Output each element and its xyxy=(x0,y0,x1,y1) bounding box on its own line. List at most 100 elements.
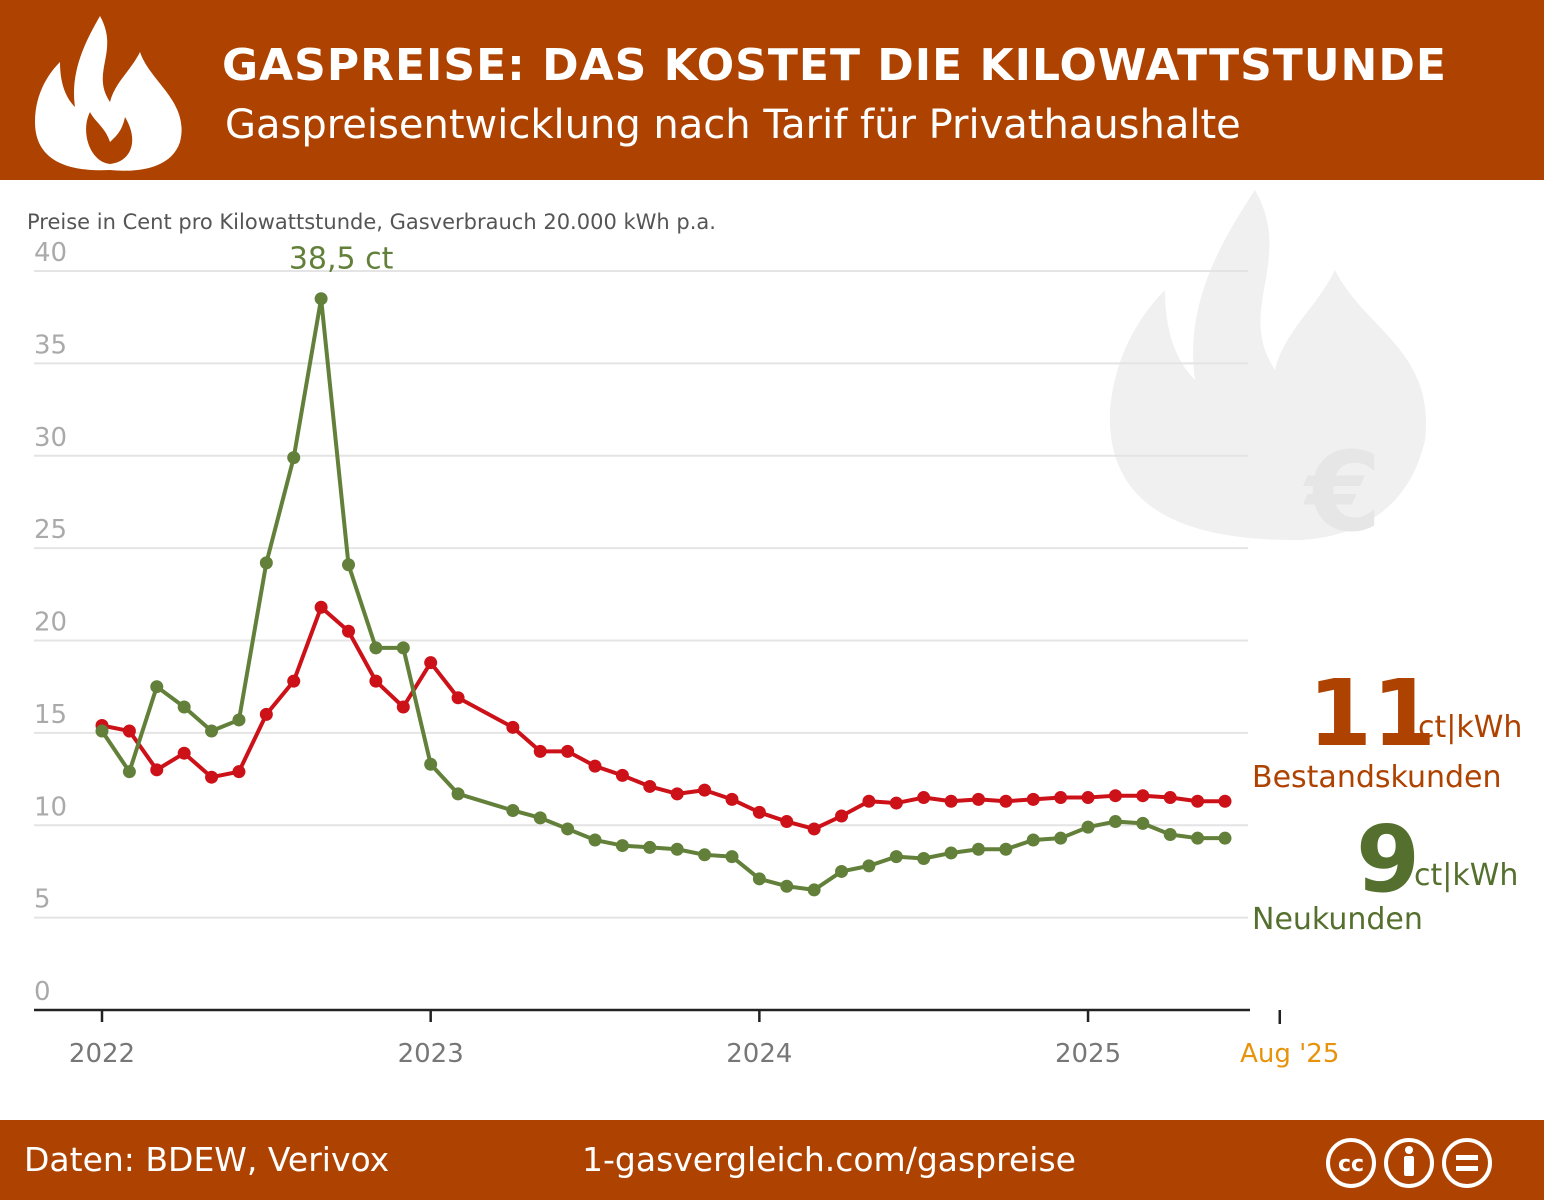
data-point-bestandskunden xyxy=(1218,794,1232,808)
data-point-neukunden xyxy=(917,852,931,866)
data-point-bestandskunden xyxy=(177,746,191,760)
data-point-neukunden xyxy=(1218,831,1232,845)
nd-icon xyxy=(1442,1138,1492,1188)
data-point-neukunden xyxy=(615,839,629,853)
data-point-bestandskunden xyxy=(725,792,739,806)
y-tick-label: 35 xyxy=(34,330,67,360)
svg-text:€: € xyxy=(1302,428,1382,550)
data-point-neukunden xyxy=(643,840,657,854)
x-tick-label: 2023 xyxy=(398,1039,464,1069)
data-point-bestandskunden xyxy=(287,674,301,688)
data-point-neukunden xyxy=(506,803,520,817)
data-point-neukunden xyxy=(561,822,575,836)
data-point-bestandskunden xyxy=(835,809,849,823)
y-tick-label: 10 xyxy=(34,792,67,822)
data-point-bestandskunden xyxy=(1054,791,1068,805)
cc-icon: cc xyxy=(1326,1138,1376,1188)
y-tick-label: 25 xyxy=(34,515,67,545)
data-point-bestandskunden xyxy=(314,600,328,614)
data-point-neukunden xyxy=(889,850,903,864)
data-point-neukunden xyxy=(862,859,876,873)
source-url[interactable]: 1-gasvergleich.com/gaspreise xyxy=(582,1140,1076,1179)
by-icon xyxy=(1384,1138,1434,1188)
data-point-neukunden xyxy=(533,811,547,825)
data-point-neukunden xyxy=(369,641,383,655)
data-point-neukunden xyxy=(342,558,356,572)
existing-customers-label: Bestandskunden xyxy=(1252,760,1502,795)
data-point-bestandskunden xyxy=(369,674,383,688)
data-point-bestandskunden xyxy=(752,805,766,819)
data-point-neukunden xyxy=(177,700,191,714)
data-point-neukunden xyxy=(835,864,849,878)
data-point-bestandskunden xyxy=(259,707,273,721)
data-point-neukunden xyxy=(752,872,766,886)
data-point-bestandskunden xyxy=(643,779,657,793)
data-point-neukunden xyxy=(287,451,301,465)
data-point-bestandskunden xyxy=(971,792,985,806)
data-point-neukunden xyxy=(780,879,794,893)
data-point-neukunden xyxy=(1136,816,1150,830)
data-point-neukunden xyxy=(205,724,219,738)
existing-customers-unit: ct|kWh xyxy=(1418,710,1523,745)
license-icons: cc xyxy=(1326,1138,1492,1188)
data-point-bestandskunden xyxy=(807,822,821,836)
data-point-bestandskunden xyxy=(889,796,903,810)
data-point-bestandskunden xyxy=(396,700,410,714)
data-point-bestandskunden xyxy=(780,815,794,829)
data-point-bestandskunden xyxy=(1081,791,1095,805)
y-tick-label: 5 xyxy=(34,885,51,915)
data-point-neukunden xyxy=(588,833,602,847)
data-point-neukunden xyxy=(670,842,684,856)
data-point-bestandskunden xyxy=(698,783,712,797)
watermark-flame-icon: € xyxy=(1109,190,1426,550)
new-customers-unit: ct|kWh xyxy=(1414,858,1519,893)
data-point-neukunden xyxy=(1108,815,1122,829)
existing-customers-value: 11 xyxy=(1308,660,1437,767)
y-tick-label: 30 xyxy=(34,423,67,453)
data-point-neukunden xyxy=(150,680,164,694)
data-point-bestandskunden xyxy=(588,759,602,773)
data-point-neukunden xyxy=(259,556,273,570)
data-point-bestandskunden xyxy=(342,624,356,638)
data-point-neukunden xyxy=(451,787,465,801)
data-point-bestandskunden xyxy=(1191,794,1205,808)
data-point-bestandskunden xyxy=(122,724,136,738)
data-point-neukunden xyxy=(698,848,712,862)
peak-annotation: 38,5 ct xyxy=(289,242,394,277)
x-tick-label-last: Aug '25 xyxy=(1240,1039,1339,1069)
chart-subtitle: Gaspreisentwicklung nach Tarif für Priva… xyxy=(225,102,1241,148)
x-tick-label: 2025 xyxy=(1055,1039,1121,1069)
data-point-bestandskunden xyxy=(506,720,520,734)
data-point-bestandskunden xyxy=(944,794,958,808)
flame-logo-icon xyxy=(35,16,182,171)
data-point-neukunden xyxy=(944,846,958,860)
data-point-bestandskunden xyxy=(1163,791,1177,805)
data-point-bestandskunden xyxy=(451,691,465,705)
data-point-neukunden xyxy=(424,757,438,771)
data-point-bestandskunden xyxy=(1108,789,1122,803)
data-point-neukunden xyxy=(1054,831,1068,845)
data-point-neukunden xyxy=(122,765,136,779)
data-point-neukunden xyxy=(95,724,109,738)
new-customers-value: 9 xyxy=(1356,806,1421,913)
y-tick-label: 20 xyxy=(34,608,67,638)
data-point-bestandskunden xyxy=(615,768,629,782)
data-point-neukunden xyxy=(1081,820,1095,834)
x-tick-label: 2024 xyxy=(726,1039,792,1069)
data-point-bestandskunden xyxy=(1026,792,1040,806)
x-tick-label: 2022 xyxy=(69,1039,135,1069)
chart-note: Preise in Cent pro Kilowattstunde, Gasve… xyxy=(27,210,716,234)
data-point-neukunden xyxy=(971,842,985,856)
data-point-bestandskunden xyxy=(150,763,164,777)
data-point-neukunden xyxy=(1026,833,1040,847)
data-point-neukunden xyxy=(314,292,328,306)
data-point-neukunden xyxy=(396,641,410,655)
y-tick-label: 0 xyxy=(34,977,51,1007)
data-point-bestandskunden xyxy=(917,791,931,805)
data-point-bestandskunden xyxy=(205,770,219,784)
data-point-neukunden xyxy=(1163,827,1177,841)
footer-bar xyxy=(0,1120,1544,1200)
data-source: Daten: BDEW, Verivox xyxy=(24,1140,390,1179)
data-point-neukunden xyxy=(807,883,821,897)
data-point-bestandskunden xyxy=(999,794,1013,808)
